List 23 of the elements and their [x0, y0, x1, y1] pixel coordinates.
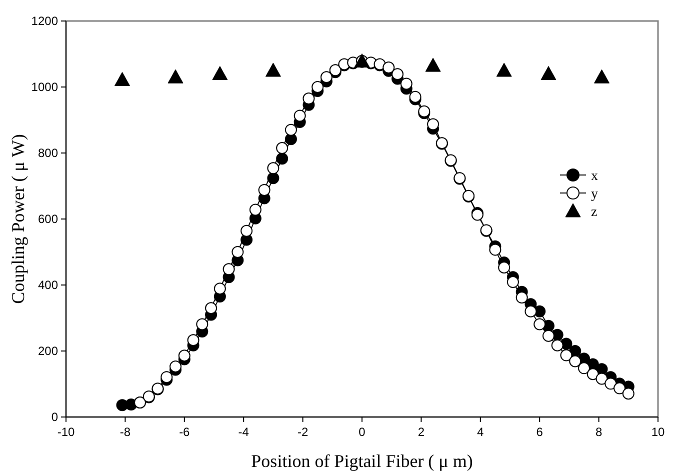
y-tick-label: 200 [38, 344, 58, 358]
x-tick-label: 4 [477, 425, 484, 439]
y-tick-label: 800 [38, 146, 58, 160]
y-tick-label: 600 [38, 212, 58, 226]
y-tick-label: 1200 [31, 14, 58, 28]
x-tick-label: -8 [120, 425, 131, 439]
x-tick-label: -2 [297, 425, 308, 439]
x-tick-label: -6 [179, 425, 190, 439]
y-tick-label: 0 [51, 410, 58, 424]
legend-label: x [591, 169, 598, 184]
legend-label: y [591, 187, 598, 202]
y-axis-title: Coupling Power ( μ W) [8, 134, 28, 304]
x-tick-label: 2 [418, 425, 425, 439]
y-tick-label: 1000 [31, 80, 58, 94]
x-tick-label: 8 [595, 425, 602, 439]
x-tick-label: -4 [238, 425, 250, 439]
x-tick-label: 0 [358, 425, 366, 439]
x-tick-label: -10 [57, 425, 75, 439]
y-tick-label: 400 [38, 278, 58, 292]
x-tick-label: 10 [651, 425, 665, 439]
x-tick-label: 6 [536, 425, 544, 439]
legend-label: z [591, 205, 598, 220]
x-axis-title: Position of Pigtail Fiber ( μ m) [251, 451, 473, 471]
